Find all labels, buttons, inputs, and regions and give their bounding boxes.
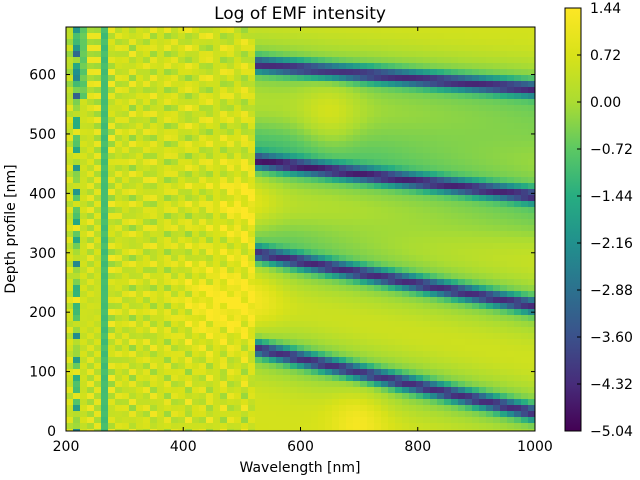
x-tick-label: 800 [404, 439, 431, 455]
colorbar-tick-label: 0.00 [590, 95, 621, 111]
x-tick-label: 1000 [517, 439, 553, 455]
colorbar-tick-label: 1.44 [590, 1, 621, 17]
colorbar [565, 8, 581, 431]
y-tick-label: 400 [29, 186, 56, 202]
heatmap-surface [66, 27, 536, 436]
colorbar-ticks: 1.44 0.72 0.00 −0.72 −1.44 −2.16 −2.88 −3.60 −4.… [577, 1, 633, 440]
x-tick-label: 400 [170, 439, 197, 455]
colorbar-tick-label: −2.16 [590, 236, 633, 252]
colorbar-tick-label: −1.44 [590, 189, 633, 205]
colorbar-tick-label: −2.88 [590, 283, 633, 299]
colorbar-tick-label: −0.72 [590, 142, 633, 158]
y-axis-label: Depth profile [nm] [3, 164, 19, 293]
y-tick-label: 100 [29, 365, 56, 381]
y-tick-label: 600 [29, 68, 56, 84]
x-axis-label: Wavelength [nm] [240, 460, 361, 476]
colorbar-tick-label: 0.72 [590, 48, 621, 64]
colorbar-tick-label: −3.60 [590, 330, 633, 346]
x-tick-label: 200 [53, 439, 80, 455]
y-tick-label: 500 [29, 127, 56, 143]
y-tick-label: 300 [29, 246, 56, 262]
colorbar-tick-label: −4.32 [590, 377, 633, 393]
colorbar-tick-label: −5.04 [590, 424, 633, 440]
x-tick-label: 600 [287, 439, 314, 455]
y-tick-label: 200 [29, 305, 56, 321]
y-tick-label: 0 [47, 424, 56, 440]
chart-title: Log of EMF intensity [214, 4, 386, 24]
